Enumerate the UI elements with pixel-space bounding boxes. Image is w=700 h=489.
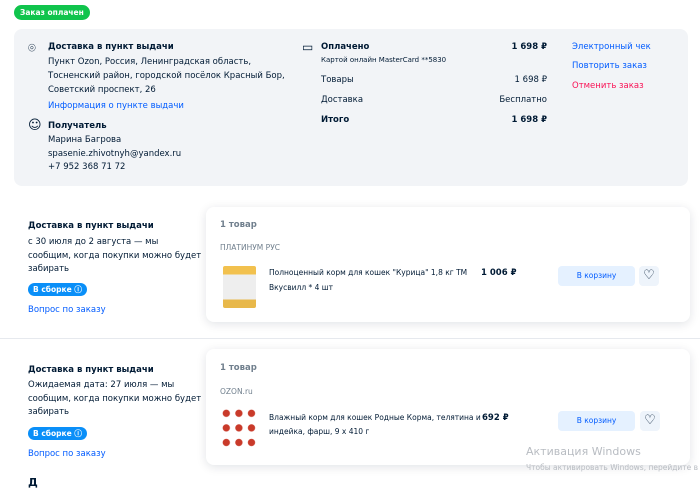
address-line: Советский проспект, 26 [48, 85, 156, 95]
address-line: Пункт Ozon, Россия, Ленинградская област… [48, 57, 252, 67]
info-icon: ⓘ [74, 285, 82, 294]
windows-watermark-subtitle: Чтобы активировать Windows, перейдите в [526, 463, 699, 472]
shipment-desc: сообщим, когда покупки можно будет [28, 394, 202, 404]
repeat-order-link[interactable]: Повторить заказ [572, 61, 647, 71]
shipment-title: Доставка в пункт выдачи [28, 365, 154, 375]
shipment-desc: забирать [28, 264, 70, 274]
recipient-title: Получатель [48, 121, 107, 131]
recipient-email: spasenie.zhivotnyh@yandex.ru [48, 149, 182, 159]
total-label: Итого [321, 115, 350, 125]
location-pin-icon: ⌾ [28, 41, 36, 56]
recipient-name: Марина Багрова [48, 135, 122, 145]
windows-watermark-title: Активация Windows [526, 445, 641, 458]
status-label: В сборке [33, 429, 72, 438]
shipment-card [206, 349, 690, 465]
in-build-badge: В сборке ⓘ [28, 283, 87, 296]
shipment-desc: Ожидаемая дата: 27 июля — мы [28, 380, 175, 390]
product-image[interactable] [220, 406, 258, 450]
item-count: 1 товар [220, 220, 257, 230]
seller-name[interactable]: ПЛАТИНУМ РУС [220, 243, 280, 252]
product-price: 1 006 ₽ [481, 268, 517, 278]
product-image[interactable] [223, 266, 256, 308]
shipment-card [206, 207, 690, 322]
seller-name[interactable]: OZON.ru [220, 387, 253, 396]
info-icon: ⓘ [74, 429, 82, 438]
receipt-link[interactable]: Электронный чек [572, 42, 651, 52]
product-name[interactable]: Вкусвилл * 4 шт [269, 283, 334, 292]
in-build-badge: В сборке ⓘ [28, 427, 87, 440]
goods-value: 1 698 ₽ [514, 75, 547, 85]
favorite-heart-icon[interactable]: ♡ [639, 266, 659, 286]
payment-method: Картой онлайн MasterCard **5830 [321, 56, 447, 64]
goods-label: Товары [321, 75, 354, 85]
address-line: Тосненский район, городской посёлок Крас… [48, 71, 285, 81]
card-icon: ▭ [302, 40, 314, 54]
shipment-title: Доставка в пункт выдачи [28, 221, 154, 231]
payment-amount: 1 698 ₽ [511, 42, 548, 52]
status-badge: Заказ оплачен [14, 5, 90, 20]
delivery-value: Бесплатно [499, 95, 547, 105]
smiley-icon: ☺ [28, 118, 42, 133]
cancel-order-link[interactable]: Отменить заказ [572, 81, 644, 91]
payment-title: Оплачено [321, 42, 370, 52]
order-summary-panel [14, 29, 688, 186]
delivery-label: Доставка [321, 95, 364, 105]
add-to-cart-button[interactable]: В корзину [558, 266, 635, 286]
item-count: 1 товар [220, 363, 257, 373]
product-name[interactable]: Влажный корм для кошек Родные Корма, тел… [269, 413, 481, 422]
pickup-info-link[interactable]: Информация о пункте выдачи [48, 101, 184, 111]
status-label: В сборке [33, 285, 72, 294]
delivery-title: Доставка в пункт выдачи [48, 42, 174, 52]
shipment-desc: с 30 июля до 2 августа — мы [28, 237, 159, 247]
add-to-cart-button[interactable]: В корзину [558, 411, 635, 431]
order-question-link[interactable]: Вопрос по заказу [28, 449, 106, 459]
product-name[interactable]: Полноценный корм для кошек "Курица" 1,8 … [269, 268, 468, 277]
favorite-heart-icon[interactable]: ♡ [640, 411, 660, 431]
total-value: 1 698 ₽ [511, 115, 548, 125]
recipient-phone: +7 952 368 71 72 [48, 162, 126, 172]
order-question-link[interactable]: Вопрос по заказу [28, 305, 106, 315]
shipment-desc: забирать [28, 407, 70, 417]
product-name[interactable]: индейка, фарш, 9 x 410 г [269, 427, 370, 436]
product-price: 692 ₽ [482, 413, 509, 423]
divider [0, 338, 700, 339]
shipment-desc: сообщим, когда покупки можно будет [28, 251, 202, 261]
